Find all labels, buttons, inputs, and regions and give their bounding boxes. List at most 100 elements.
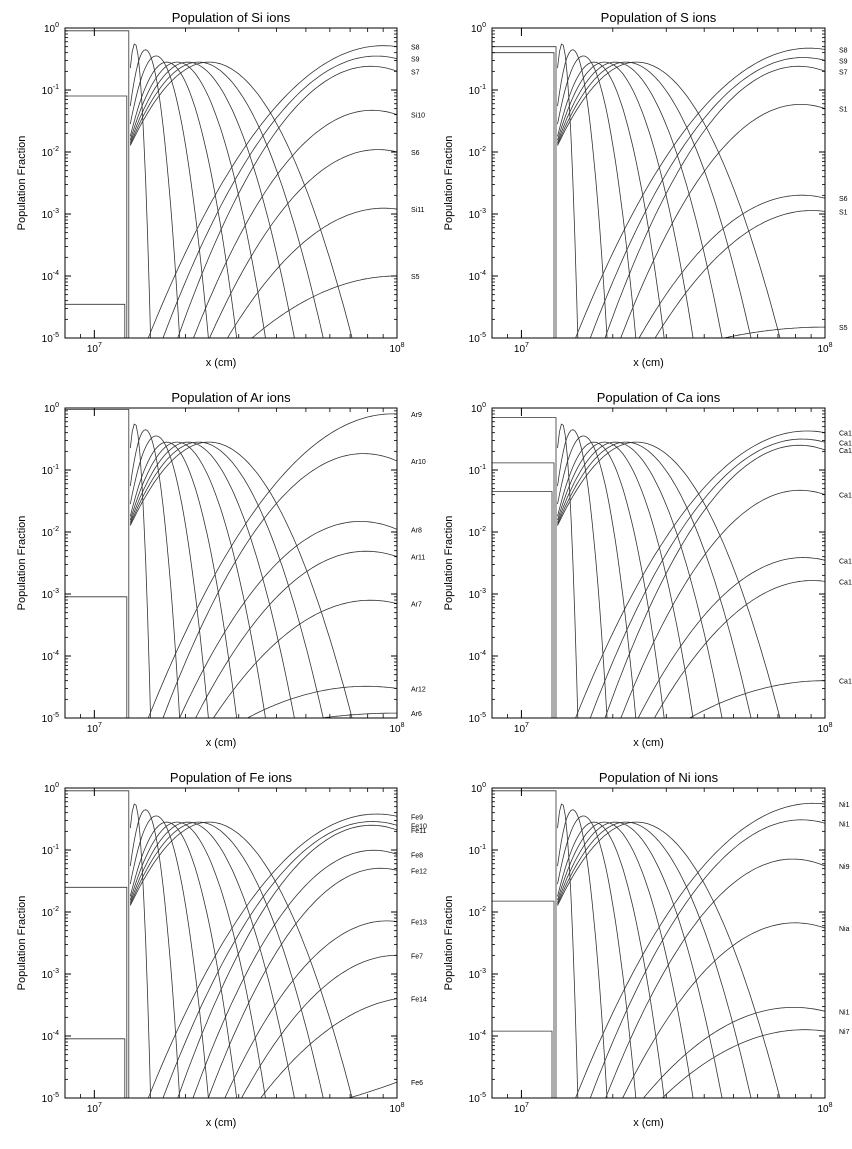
ion-fraction-curve: [557, 429, 608, 718]
series-label: Ni9: [839, 864, 850, 871]
y-tick-label: 100: [44, 782, 59, 795]
y-axis-label: Population Fraction: [16, 516, 28, 611]
y-tick-label: 10-5: [42, 1092, 59, 1105]
ion-fraction-curve: [129, 61, 266, 338]
series-label: Nia: [839, 926, 850, 933]
y-tick-label: 10-2: [469, 906, 486, 919]
chart-panel-6: Population of Ni ions x (cm) Population Fr…: [443, 770, 850, 1129]
y-tick-label: 10-3: [42, 208, 59, 221]
curves: [492, 43, 825, 338]
ion-fraction-curve: [129, 821, 266, 1098]
series-line: [162, 55, 397, 338]
initial-level-line: [65, 790, 130, 1098]
series-label: Ni7: [839, 1029, 850, 1036]
y-axis-label: Population Fraction: [443, 896, 455, 991]
x-tick-label: 108: [817, 1102, 832, 1115]
series-label: S9: [839, 58, 848, 65]
series-label: S6: [411, 150, 420, 157]
y-tick-label: 10-1: [42, 464, 59, 477]
series-label: Ca1: [839, 431, 852, 438]
ion-fraction-curve: [129, 441, 295, 718]
series-label: S8: [411, 45, 420, 52]
series-line: [246, 685, 397, 718]
series-label: Ni1: [839, 1009, 850, 1016]
ion-fraction-curve: [129, 815, 209, 1098]
ion-fraction-curve: [557, 815, 637, 1098]
y-tick-label: 10-1: [42, 84, 59, 97]
ion-fraction-curve: [557, 441, 723, 718]
y-tick-label: 10-4: [469, 650, 486, 663]
y-tick-label: 10-2: [469, 146, 486, 159]
series-label: Ni1: [839, 821, 850, 828]
ion-fraction-curve: [129, 441, 266, 718]
series-label: S5: [839, 325, 848, 332]
series-line: [575, 802, 825, 1098]
initial-level-line: [65, 303, 126, 338]
series-label: Ca1: [839, 679, 852, 686]
ion-fraction-curve: [557, 821, 752, 1098]
series-line: [177, 824, 397, 1098]
y-tick-label: 10-5: [42, 332, 59, 345]
series-label: Fe6: [411, 1080, 423, 1087]
series-line: [654, 210, 825, 338]
chart-title: Population of Si ions: [172, 10, 291, 25]
ion-fraction-curve: [557, 441, 781, 718]
plot-frame: [64, 27, 398, 339]
initial-level-line: [492, 790, 557, 1098]
chart-panel-4: Population of Ca ions x (cm) Population Fr…: [443, 390, 852, 749]
series-label: Ar8: [411, 527, 422, 534]
y-tick-label: 10-3: [469, 968, 486, 981]
x-axis-label: x (cm): [206, 357, 237, 369]
ion-fraction-curve: [557, 61, 723, 338]
series-line: [575, 430, 825, 718]
ion-fraction-curve: [129, 61, 324, 338]
ion-fraction-curve: [557, 821, 723, 1098]
initial-level-line: [492, 491, 553, 718]
ion-fraction-curve: [557, 441, 665, 718]
chart-panel-2: Population of S ions x (cm) Population Fra…: [443, 10, 848, 369]
curves: [65, 790, 397, 1098]
chart-title: Population of Ni ions: [599, 770, 719, 785]
series-line: [212, 599, 397, 718]
y-tick-label: 10-4: [469, 1030, 486, 1043]
series-line: [575, 47, 825, 338]
series-line: [193, 109, 397, 338]
ion-fraction-curve: [557, 809, 608, 1098]
ion-fraction-curve: [557, 61, 665, 338]
y-tick-label: 10-5: [469, 712, 486, 725]
series-line: [688, 680, 825, 718]
series-line: [179, 521, 397, 718]
y-tick-label: 10-5: [469, 332, 486, 345]
y-tick-label: 10-4: [42, 1030, 59, 1043]
series-line: [589, 438, 825, 718]
series-line: [162, 453, 397, 718]
series-line: [147, 45, 397, 338]
y-axis-label: Population Fraction: [16, 896, 28, 991]
series-label: Fe9: [411, 814, 423, 821]
series-label: Ar6: [411, 711, 422, 718]
y-tick-label: 10-1: [469, 464, 486, 477]
ion-fraction-curve: [129, 821, 353, 1098]
initial-level-line: [492, 417, 557, 718]
series-line: [620, 104, 825, 338]
series-label: S6: [839, 196, 848, 203]
initial-level-line: [492, 900, 555, 1098]
initial-level-line: [492, 1030, 553, 1098]
series-line: [643, 1007, 825, 1098]
series-label: Ca1: [839, 558, 852, 565]
series-line: [661, 1029, 825, 1098]
x-axis-label: x (cm): [206, 737, 237, 749]
y-tick-label: 100: [471, 782, 486, 795]
chart-title: Population of Ar ions: [171, 390, 291, 405]
y-axis-label: Population Fraction: [443, 136, 455, 231]
y-tick-label: 10-3: [42, 588, 59, 601]
series-line: [638, 194, 825, 338]
y-tick-label: 10-1: [469, 844, 486, 857]
series-line: [192, 849, 397, 1098]
x-tick-label: 107: [514, 1102, 529, 1115]
series-label: S5: [411, 274, 420, 281]
ion-fraction-curve: [129, 429, 181, 718]
y-tick-label: 100: [44, 22, 59, 35]
curves: [65, 409, 397, 718]
